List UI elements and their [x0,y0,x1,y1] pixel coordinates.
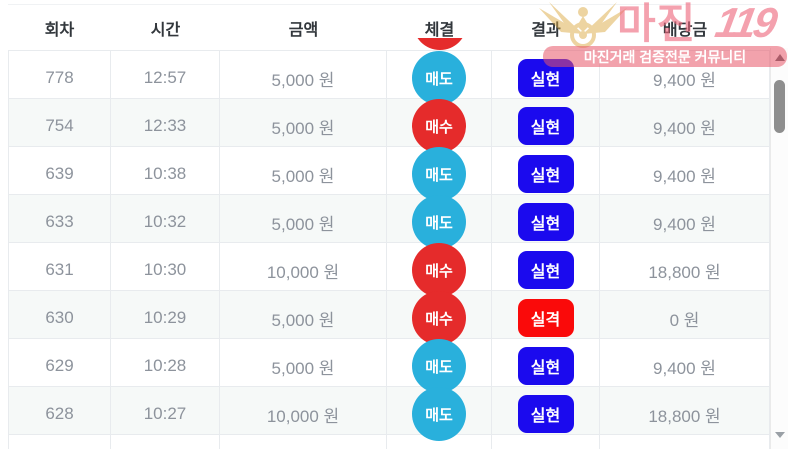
result-badge: 실현 [517,107,574,145]
cell-amount: 10,000 원 [220,387,387,441]
cell-side: 매수 [387,243,492,297]
cell-round: 630 [8,291,111,345]
cell-amount [220,435,387,449]
cell-time: 12:57 [111,51,220,105]
table-body: 778 12:57 5,000 원 매도 실현 9,400 원 754 12:3… [8,50,770,449]
table-row [8,435,770,449]
side-badge: 매수 [412,291,466,345]
cell-payout: 9,400 원 [600,339,770,393]
scrollbar[interactable] [770,48,788,449]
cell-result: 실현 [492,387,600,441]
result-badge: 실현 [517,395,574,433]
cell-side: 매수 [387,99,492,153]
cell-result [492,435,600,449]
cell-payout: 9,400 원 [600,99,770,153]
cell-result: 실현 [492,99,600,153]
table-row: 778 12:57 5,000 원 매도 실현 9,400 원 [8,51,770,105]
table-row: 633 10:32 5,000 원 매도 실현 9,400 원 [8,195,770,249]
header-cell-result: 결과 [531,21,561,39]
result-badge: 실현 [517,155,574,193]
cell-amount: 5,000 원 [220,147,387,201]
header-cell-time: 시간 [150,21,181,39]
table-header: 회차 시간 금액 체결 결과 배당금 [8,5,770,50]
cell-amount: 5,000 원 [220,195,387,249]
cell-result: 실현 [492,243,600,297]
cell-round: 754 [8,99,111,153]
arrow-down-icon [774,432,785,438]
result-badge: 실현 [517,203,574,241]
scroll-down-button[interactable] [771,430,788,440]
table-row: 628 10:27 10,000 원 매도 실현 18,800 원 [8,387,770,441]
cell-amount: 5,000 원 [220,291,387,345]
table-row: 754 12:33 5,000 원 매수 실현 9,400 원 [8,99,770,153]
cell-time: 10:29 [111,291,220,345]
cell-side: 매수 [387,291,492,345]
header-cell-round: 회차 [44,21,75,39]
cell-amount: 5,000 원 [220,339,387,393]
cell-amount: 5,000 원 [220,99,387,153]
side-badge [413,38,467,50]
cell-side: 매도 [387,51,492,105]
cell-payout: 18,800 원 [600,243,770,297]
cell-payout: 9,400 원 [600,147,770,201]
cell-time [111,435,220,449]
table-row: 629 10:28 5,000 원 매도 실현 9,400 원 [8,339,770,393]
cell-round: 633 [8,195,111,249]
cell-round: 639 [8,147,111,201]
header-cell-amount: 금액 [288,21,319,39]
cell-round: 631 [8,243,111,297]
side-badge: 매도 [412,387,466,441]
side-badge: 매도 [412,147,466,201]
partial-prev-side-badge [385,38,495,50]
cell-side: 매도 [387,147,492,201]
result-badge: 실격 [517,299,574,337]
result-badge: 실현 [517,251,574,289]
cell-time: 10:30 [111,243,220,297]
table-row: 639 10:38 5,000 원 매도 실현 9,400 원 [8,147,770,201]
cell-result: 실현 [492,195,600,249]
scroll-up-button[interactable] [771,51,788,63]
cell-payout [600,435,770,449]
cell-round: 778 [8,51,111,105]
cell-time: 10:32 [111,195,220,249]
side-badge: 매도 [412,339,466,393]
result-badge: 실현 [517,347,574,385]
cell-amount: 5,000 원 [220,51,387,105]
cell-payout: 18,800 원 [600,387,770,441]
header-cell-payout: 배당금 [662,21,708,39]
cell-time: 12:33 [111,99,220,153]
cell-time: 10:27 [111,387,220,441]
cell-payout: 9,400 원 [600,195,770,249]
cell-result: 실현 [492,339,600,393]
table-row: 630 10:29 5,000 원 매수 실격 0 원 [8,291,770,345]
cell-time: 10:28 [111,339,220,393]
cell-result: 실격 [492,291,600,345]
cell-time: 10:38 [111,147,220,201]
side-badge: 매수 [412,99,466,153]
table-row: 631 10:30 10,000 원 매수 실현 18,800 원 [8,243,770,297]
cell-round: 628 [8,387,111,441]
arrow-up-icon [774,53,785,61]
cell-amount: 10,000 원 [220,243,387,297]
header-cell-side: 체결 [424,21,455,39]
cell-payout: 9,400 원 [600,51,770,105]
scroll-thumb[interactable] [774,80,785,133]
cell-side: 매도 [387,387,492,441]
cell-payout: 0 원 [600,291,770,345]
cell-side: 매도 [387,339,492,393]
cell-round [8,435,111,449]
cell-round: 629 [8,339,111,393]
cell-result: 실현 [492,147,600,201]
side-badge: 매도 [412,195,466,249]
history-table: 회차 시간 금액 체결 결과 배당금 778 12:57 5,000 원 매도 … [8,4,770,449]
result-badge: 실현 [517,59,574,97]
cell-side: 매도 [387,195,492,249]
side-badge: 매도 [412,51,466,105]
cell-result: 실현 [492,51,600,105]
side-badge: 매수 [412,243,466,297]
cell-side [387,435,492,449]
